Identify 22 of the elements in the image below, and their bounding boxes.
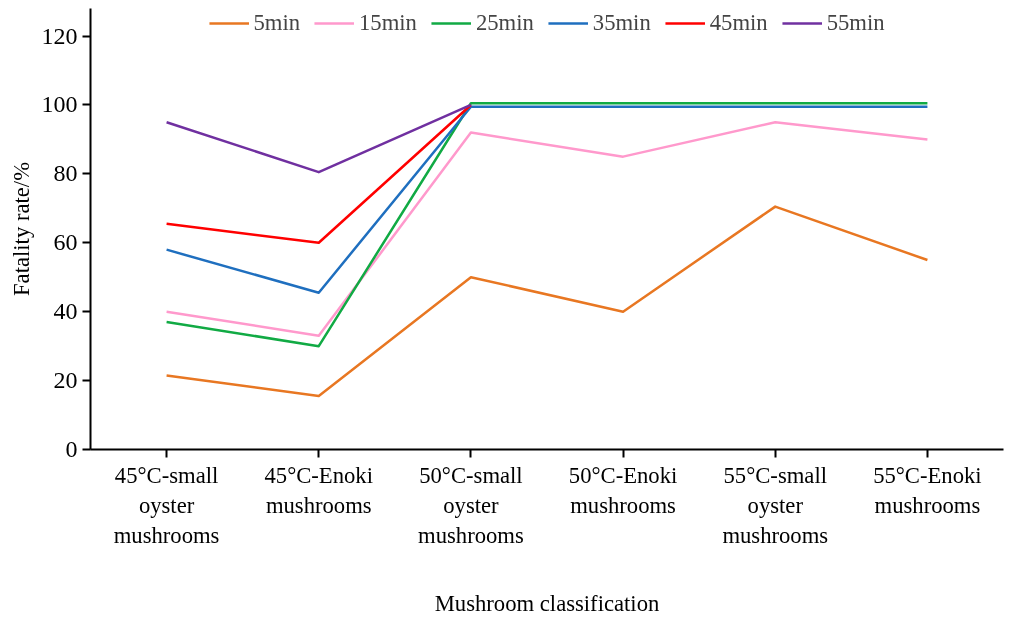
legend-label: 35min — [592, 10, 651, 36]
legend-label: 45min — [709, 10, 768, 36]
legend-label: 5min — [253, 10, 301, 36]
y-tick-label: 120 — [41, 22, 78, 49]
y-tick-label: 100 — [41, 91, 78, 118]
x-axis-title: Mushroom classification — [434, 590, 660, 616]
y-axis-title: Fatality rate/% — [8, 161, 34, 296]
legend-label: 55min — [826, 10, 885, 36]
legend-label: 25min — [475, 10, 534, 36]
legend-label: 15min — [359, 10, 417, 36]
x-tick-label: 45°C-Enoki mushrooms — [264, 462, 373, 518]
x-tick-label: 50°C-Enoki mushrooms — [568, 462, 678, 518]
y-tick-label: 0 — [65, 436, 78, 462]
y-tick-label: 40 — [53, 298, 78, 325]
line-series — [165, 205, 929, 398]
x-tick-label: 55°C-Enoki mushrooms — [873, 462, 982, 518]
x-tick-label: 50°C-small oyster mushrooms — [418, 462, 524, 548]
y-tick-label: 60 — [53, 229, 78, 256]
y-tick-label: 80 — [53, 160, 78, 187]
x-tick-label: 45°C-small oyster mushrooms — [113, 462, 220, 548]
y-tick-label: 20 — [53, 367, 78, 394]
x-tick-label: 55°C-small oyster mushrooms — [722, 462, 829, 548]
